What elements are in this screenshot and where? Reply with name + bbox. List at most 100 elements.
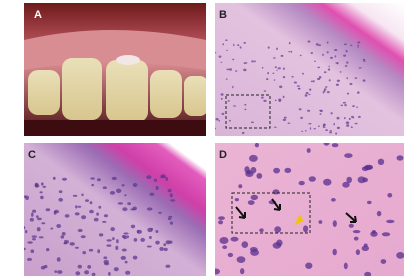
nucleus <box>331 198 336 202</box>
nucleus <box>274 99 277 102</box>
nucleus <box>348 117 351 120</box>
nucleus <box>235 70 238 72</box>
nucleus <box>110 227 115 232</box>
nucleus <box>66 240 69 244</box>
nucleus <box>323 88 327 91</box>
nucleus <box>24 247 26 251</box>
tissue <box>24 143 206 276</box>
nucleus <box>363 243 368 248</box>
panel-c <box>24 143 206 276</box>
nucleus <box>280 54 284 57</box>
nucleus <box>346 77 349 80</box>
nucleus <box>158 211 162 214</box>
nucleus <box>340 104 344 107</box>
nucleus <box>346 124 350 127</box>
nucleus <box>282 76 286 79</box>
nucleus <box>115 245 119 250</box>
nucleus <box>306 148 311 153</box>
nucleus <box>317 77 321 81</box>
nucleus <box>36 215 39 219</box>
nucleus <box>322 53 324 57</box>
nucleus <box>72 194 78 197</box>
nucleus <box>288 51 291 53</box>
nucleus <box>330 112 333 115</box>
nucleus <box>90 177 95 180</box>
nucleus <box>276 47 278 51</box>
nucleus <box>318 76 322 79</box>
nucleus <box>323 71 327 74</box>
nucleus <box>254 143 259 148</box>
panel-a <box>24 3 206 136</box>
nucleus <box>56 257 61 262</box>
nucleus <box>236 256 246 263</box>
nucleus <box>168 240 173 244</box>
nucleus <box>363 165 373 171</box>
nucleus <box>57 270 63 274</box>
nucleus <box>215 268 220 275</box>
nucleus <box>308 176 316 182</box>
nucleus <box>329 130 332 132</box>
nucleus <box>318 220 323 224</box>
nucleus <box>24 226 26 230</box>
nucleus <box>370 231 378 237</box>
nucleus <box>361 245 369 251</box>
nucleus <box>96 212 99 216</box>
nucleus <box>303 225 309 233</box>
nucleus <box>344 103 347 107</box>
nucleus <box>346 61 349 64</box>
nucleus <box>352 105 355 108</box>
nucleus <box>80 235 86 239</box>
nucleus <box>396 155 404 161</box>
nucleus <box>319 113 322 115</box>
nucleus <box>218 55 222 58</box>
nucleus <box>357 176 366 184</box>
nucleus <box>305 262 313 269</box>
nucleus <box>221 112 225 115</box>
nucleus <box>50 227 54 230</box>
nucleus <box>278 98 282 102</box>
nucleus <box>169 221 174 225</box>
nucleus <box>353 236 359 241</box>
nucleus <box>228 119 231 122</box>
nucleus <box>149 192 155 196</box>
nucleus <box>88 248 94 252</box>
nucleus <box>396 252 404 259</box>
nucleus <box>356 106 358 108</box>
nucleus <box>81 193 84 197</box>
nucleus <box>256 173 263 179</box>
nucleus <box>279 85 283 89</box>
nucleus <box>298 108 302 111</box>
nucleus <box>331 143 339 148</box>
nucleus <box>42 185 47 188</box>
nucleus <box>165 176 169 181</box>
nucleus <box>218 119 220 122</box>
nucleus <box>75 205 78 209</box>
nucleus <box>259 228 264 232</box>
nucleus <box>345 121 350 124</box>
nucleus <box>310 52 313 54</box>
nucleus <box>323 178 332 186</box>
nucleus <box>146 245 152 248</box>
nucleus <box>155 240 160 245</box>
nucleus <box>358 115 361 118</box>
nucleus <box>283 116 287 119</box>
nucleus <box>45 208 51 212</box>
nucleus <box>64 214 70 218</box>
nucleus <box>232 85 234 89</box>
tooth <box>184 76 206 116</box>
nucleus <box>304 94 308 97</box>
nucleus <box>97 178 101 182</box>
nucleus <box>31 212 34 217</box>
nucleus <box>64 239 67 245</box>
nucleus <box>386 219 395 224</box>
nucleus <box>301 130 304 132</box>
nucleus <box>240 268 245 275</box>
tooth <box>106 60 148 122</box>
nucleus <box>106 239 112 242</box>
nucleus <box>323 143 330 146</box>
nucleus <box>251 60 254 63</box>
nucleus <box>344 153 353 159</box>
nucleus <box>220 93 224 96</box>
nucleus <box>149 235 152 240</box>
nucleus <box>97 249 101 254</box>
